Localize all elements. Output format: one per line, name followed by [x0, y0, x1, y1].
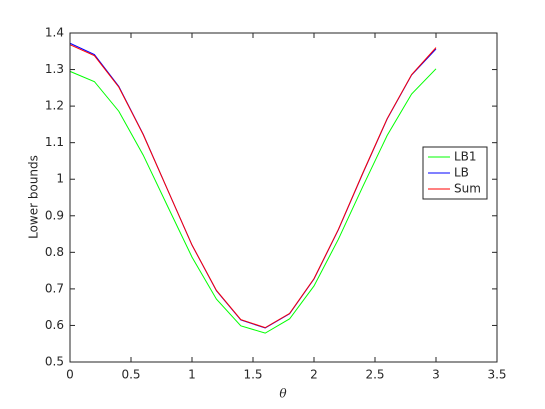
plot-frame	[69, 32, 498, 363]
x-tick-label: 0.5	[121, 368, 140, 382]
y-tick-label: 1	[56, 172, 64, 186]
y-tick-label: 0.7	[45, 281, 64, 295]
y-tick-label: 1.1	[45, 135, 64, 149]
x-tick-label: 1	[188, 368, 196, 382]
legend-label: LB1	[454, 150, 477, 164]
y-tick-label: 0.6	[45, 318, 64, 332]
y-tick-label: 1.4	[45, 26, 64, 40]
legend-label: LB	[454, 166, 469, 180]
line-series	[69, 44, 437, 329]
x-tick-label: 1.5	[243, 368, 262, 382]
x-tick-label: 0	[66, 368, 74, 382]
y-tick-label: 1.3	[45, 62, 64, 76]
x-axis-label: θ	[279, 387, 287, 401]
line-series	[69, 68, 437, 334]
y-tick-label: 0.8	[45, 245, 64, 259]
y-tick-label: 0.9	[45, 208, 64, 222]
x-tick-label: 3	[432, 368, 440, 382]
x-tick-label: 2.5	[365, 368, 384, 382]
y-tick-label: 1.2	[45, 99, 64, 113]
y-tick-label: 0.5	[45, 355, 64, 369]
x-tick-label: 3.5	[487, 368, 506, 382]
y-axis-label: Lower bounds	[27, 155, 41, 239]
legend-label: Sum	[454, 182, 481, 196]
x-tick-label: 2	[310, 368, 318, 382]
